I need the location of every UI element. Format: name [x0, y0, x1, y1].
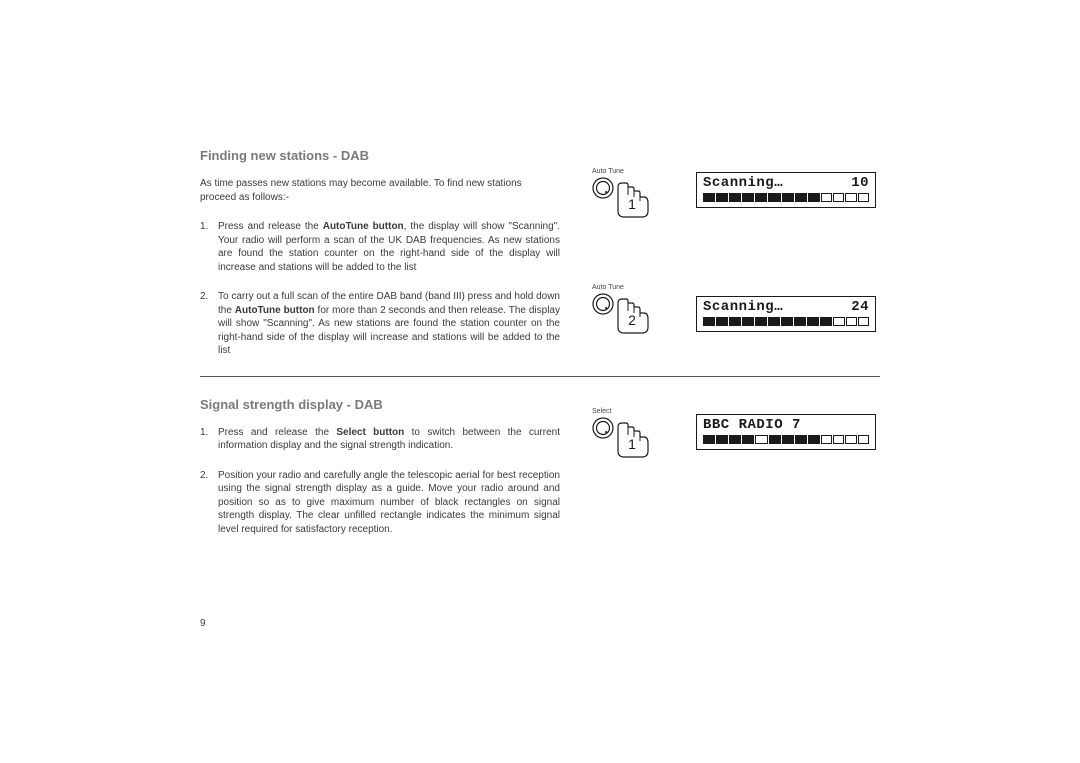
- steps-finding-stations: 1. Press and release the AutoTune button…: [200, 220, 560, 358]
- svg-text:1: 1: [628, 436, 636, 452]
- lcd-text-right: 24: [851, 300, 869, 314]
- step-item: 2. To carry out a full scan of the entir…: [200, 290, 560, 358]
- lcd-display-1: Scanning… 10: [696, 172, 876, 208]
- step-number: 2.: [200, 469, 218, 537]
- hand-icon: 1: [612, 181, 652, 221]
- lcd-display-3: BBC RADIO 7: [696, 414, 876, 450]
- step-number: 1.: [200, 220, 218, 274]
- step-number: 1.: [200, 426, 218, 453]
- button-label: Auto Tune: [592, 284, 652, 291]
- step-item: 2. Position your radio and carefully ang…: [200, 469, 560, 537]
- intro-text: As time passes new stations may become a…: [200, 177, 540, 204]
- hand-icon: 2: [612, 297, 652, 337]
- lcd-bar: [703, 317, 869, 329]
- step-text: Press and release the AutoTune button, t…: [218, 220, 560, 274]
- heading-signal-strength: Signal strength display - DAB: [200, 397, 880, 412]
- svg-text:1: 1: [628, 196, 636, 212]
- knob-icon: [592, 177, 614, 199]
- step-text: Press and release the Select button to s…: [218, 426, 560, 453]
- lcd-text-left: BBC RADIO 7: [703, 418, 801, 432]
- heading-finding-stations: Finding new stations - DAB: [200, 148, 880, 163]
- svg-text:2: 2: [628, 312, 636, 328]
- illustration-button-1: Auto Tune 1: [592, 168, 652, 221]
- lcd-bar: [703, 193, 869, 205]
- lcd-text-left: Scanning…: [703, 176, 783, 190]
- step-item: 1. Press and release the Select button t…: [200, 426, 560, 453]
- lcd-text-left: Scanning…: [703, 300, 783, 314]
- lcd-text-right: 10: [851, 176, 869, 190]
- illustration-button-2: Auto Tune 2: [592, 284, 652, 337]
- divider: [200, 376, 880, 377]
- hand-icon: 1: [612, 421, 652, 461]
- page-number: 9: [200, 618, 206, 629]
- button-label: Select: [592, 408, 652, 415]
- step-item: 1. Press and release the AutoTune button…: [200, 220, 560, 274]
- steps-signal-strength: 1. Press and release the Select button t…: [200, 426, 560, 537]
- lcd-display-2: Scanning… 24: [696, 296, 876, 332]
- illustration-button-3: Select 1: [592, 408, 652, 461]
- step-number: 2.: [200, 290, 218, 358]
- knob-icon: [592, 417, 614, 439]
- knob-icon: [592, 293, 614, 315]
- button-label: Auto Tune: [592, 168, 652, 175]
- lcd-bar: [703, 435, 869, 447]
- step-text: Position your radio and carefully angle …: [218, 469, 560, 537]
- manual-page: Finding new stations - DAB As time passe…: [200, 148, 880, 554]
- step-text: To carry out a full scan of the entire D…: [218, 290, 560, 358]
